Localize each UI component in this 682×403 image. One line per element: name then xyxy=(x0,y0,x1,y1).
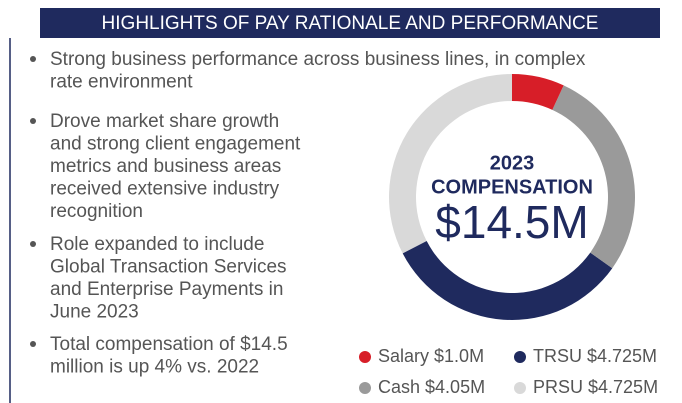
bullet-line: million is up 4% vs. 2022 xyxy=(50,357,259,378)
bullet-line: rate environment xyxy=(50,72,193,93)
bullet-line: metrics and business areas xyxy=(50,156,281,177)
bullet-dot xyxy=(30,341,36,347)
header-title: HIGHLIGHTS OF PAY RATIONALE AND PERFORMA… xyxy=(102,13,599,34)
legend-label: PRSU $4.725M xyxy=(533,377,658,397)
legend-value: $1.0M xyxy=(434,346,484,366)
legend-dot xyxy=(359,351,371,363)
center-total: $14.5M xyxy=(435,196,588,248)
donut-segment xyxy=(552,85,635,269)
header-bar xyxy=(40,8,660,38)
center-label: COMPENSATION xyxy=(431,176,593,198)
bullet-line: Total compensation of $14.5 xyxy=(50,334,288,355)
bullet-line: and Enterprise Payments in xyxy=(50,279,283,300)
donut-segment xyxy=(389,74,512,254)
legend-value: $4.725M xyxy=(588,377,658,397)
bullet-line: and strong client engagement xyxy=(50,134,301,155)
donut-chart: 2023 COMPENSATION $14.5M xyxy=(389,74,635,320)
legend-dot xyxy=(359,382,371,394)
legend-category: Cash xyxy=(378,377,420,397)
legend-category: Salary xyxy=(378,346,429,366)
center-year: 2023 xyxy=(490,152,535,174)
legend-value: $4.725M xyxy=(587,346,657,366)
legend-label: TRSU $4.725M xyxy=(533,346,657,366)
bullet-line: Global Transaction Services xyxy=(50,257,287,278)
legend-category: PRSU xyxy=(533,377,583,397)
bullet-line: Strong business performance across busin… xyxy=(50,49,586,70)
donut-segment xyxy=(402,241,613,320)
bullets: Strong business performance across busin… xyxy=(30,49,586,378)
bullet-dot xyxy=(30,118,36,124)
legend-label: Cash $4.05M xyxy=(378,377,485,397)
bullet-line: Role expanded to include xyxy=(50,234,264,255)
legend-value: $4.05M xyxy=(425,377,485,397)
legend-dot xyxy=(514,382,526,394)
legend-label: Salary $1.0M xyxy=(378,346,484,366)
donut-segment xyxy=(512,74,564,110)
bullet-line: June 2023 xyxy=(50,302,139,323)
bullet-line: Drove market share growth xyxy=(50,111,279,132)
bullet-line: recognition xyxy=(50,201,143,222)
legend-category: TRSU xyxy=(533,346,582,366)
bullet-line: received extensive industry xyxy=(50,179,280,200)
legend-dot xyxy=(514,351,526,363)
bullet-dot xyxy=(30,56,36,62)
bullet-dot xyxy=(30,241,36,247)
